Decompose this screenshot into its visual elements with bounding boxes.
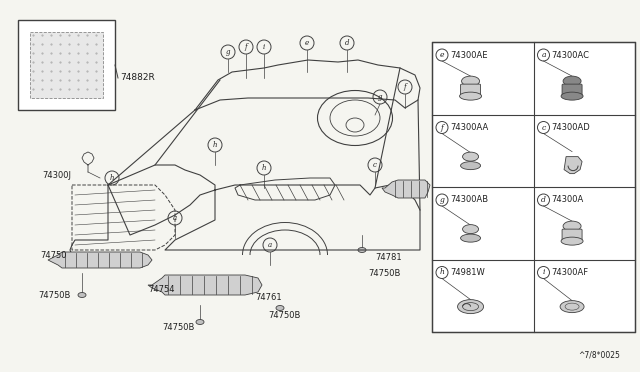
Text: 74750B: 74750B	[38, 291, 70, 299]
Ellipse shape	[276, 305, 284, 311]
Text: c: c	[373, 161, 377, 169]
Text: 74754: 74754	[148, 285, 175, 295]
Text: h: h	[262, 164, 266, 172]
Ellipse shape	[460, 92, 481, 100]
Ellipse shape	[458, 299, 484, 314]
Text: a: a	[268, 241, 272, 249]
Polygon shape	[564, 157, 582, 174]
Text: f: f	[244, 43, 247, 51]
Ellipse shape	[463, 225, 479, 234]
Ellipse shape	[461, 76, 479, 86]
Bar	[432, 42, 635, 332]
Ellipse shape	[561, 92, 583, 100]
Bar	[30, 32, 103, 98]
Text: h: h	[212, 141, 217, 149]
Text: e: e	[305, 39, 309, 47]
Text: a: a	[541, 51, 546, 59]
Bar	[18, 20, 115, 110]
Text: e: e	[440, 51, 444, 59]
Polygon shape	[148, 275, 262, 295]
Ellipse shape	[78, 292, 86, 298]
FancyBboxPatch shape	[562, 229, 582, 241]
Text: g: g	[378, 93, 382, 101]
Text: 74981W: 74981W	[450, 268, 484, 277]
Text: 74300AE: 74300AE	[450, 51, 488, 60]
Text: d: d	[541, 196, 546, 204]
Text: d: d	[345, 39, 349, 47]
Ellipse shape	[196, 320, 204, 324]
Text: 74300A: 74300A	[552, 196, 584, 205]
Text: 74300AF: 74300AF	[552, 268, 589, 277]
Text: 74300J: 74300J	[42, 170, 71, 180]
Text: 74300AC: 74300AC	[552, 51, 589, 60]
Text: 74781: 74781	[375, 253, 402, 263]
Text: 74882R: 74882R	[120, 74, 155, 83]
Text: 74750: 74750	[40, 250, 67, 260]
Ellipse shape	[463, 152, 479, 161]
Text: 74750B: 74750B	[163, 324, 195, 333]
Text: h: h	[440, 269, 444, 276]
FancyBboxPatch shape	[562, 84, 582, 96]
Text: a: a	[173, 214, 177, 222]
Polygon shape	[48, 252, 152, 268]
Text: g: g	[440, 196, 444, 204]
Ellipse shape	[563, 76, 581, 86]
Polygon shape	[382, 180, 430, 198]
Text: c: c	[541, 124, 546, 131]
Text: 74300AB: 74300AB	[450, 196, 488, 205]
Text: f: f	[440, 124, 444, 131]
Text: i: i	[263, 43, 265, 51]
Ellipse shape	[561, 237, 583, 245]
Text: h: h	[109, 174, 115, 182]
Text: 74300AA: 74300AA	[450, 123, 488, 132]
Text: 74750B: 74750B	[268, 311, 300, 320]
Text: ^7/8*0025: ^7/8*0025	[578, 350, 620, 359]
Text: 74761: 74761	[255, 294, 282, 302]
Text: 74300AD: 74300AD	[552, 123, 590, 132]
Ellipse shape	[461, 161, 481, 170]
Text: f: f	[404, 83, 406, 91]
Text: g: g	[226, 48, 230, 56]
Ellipse shape	[358, 247, 366, 253]
Ellipse shape	[563, 221, 581, 231]
Text: i: i	[542, 269, 545, 276]
Ellipse shape	[461, 234, 481, 242]
Ellipse shape	[560, 301, 584, 312]
FancyBboxPatch shape	[461, 84, 481, 96]
Text: 74750B: 74750B	[368, 269, 401, 278]
